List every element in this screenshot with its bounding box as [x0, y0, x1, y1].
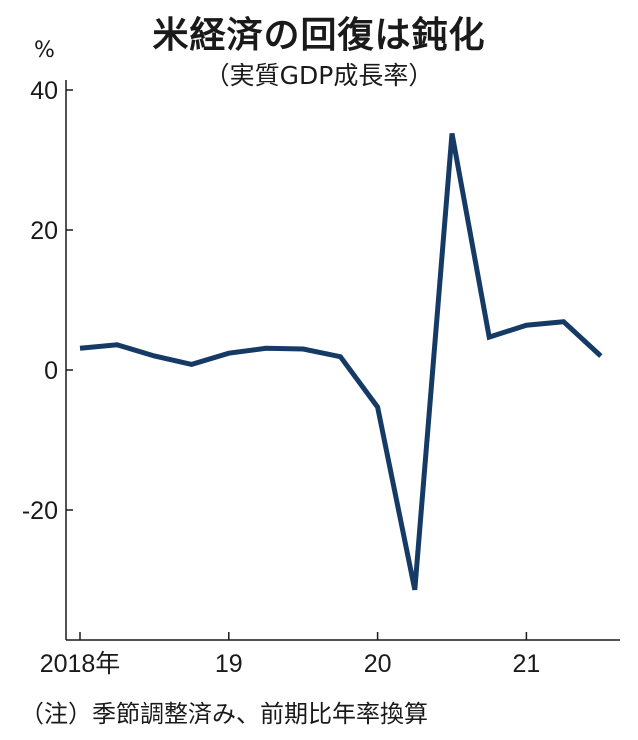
y-tick-label: -20 — [22, 497, 58, 525]
y-tick-label: 40 — [30, 77, 58, 105]
y-tick-label: 0 — [44, 357, 58, 385]
axes — [65, 80, 620, 641]
chart-title: 米経済の回復は鈍化 — [152, 15, 486, 56]
x-axis-ticks: 2018年 19 20 21 — [40, 632, 540, 678]
x-tick-label: 19 — [215, 650, 243, 678]
x-tick-label: 2018年 — [40, 650, 121, 678]
x-tick-label: 21 — [512, 650, 540, 678]
y-axis-ticks: 40 20 0 -20 — [22, 77, 73, 525]
chart-subtitle: （実質GDP成長率） — [204, 61, 434, 90]
y-tick-label: 20 — [30, 217, 58, 245]
series-line — [79, 132, 603, 591]
x-tick-label: 20 — [364, 650, 392, 678]
series-layer — [79, 132, 603, 591]
chart-note: （注）季節調整済み、前期比年率換算 — [20, 700, 428, 728]
y-unit-label: % — [34, 38, 55, 63]
